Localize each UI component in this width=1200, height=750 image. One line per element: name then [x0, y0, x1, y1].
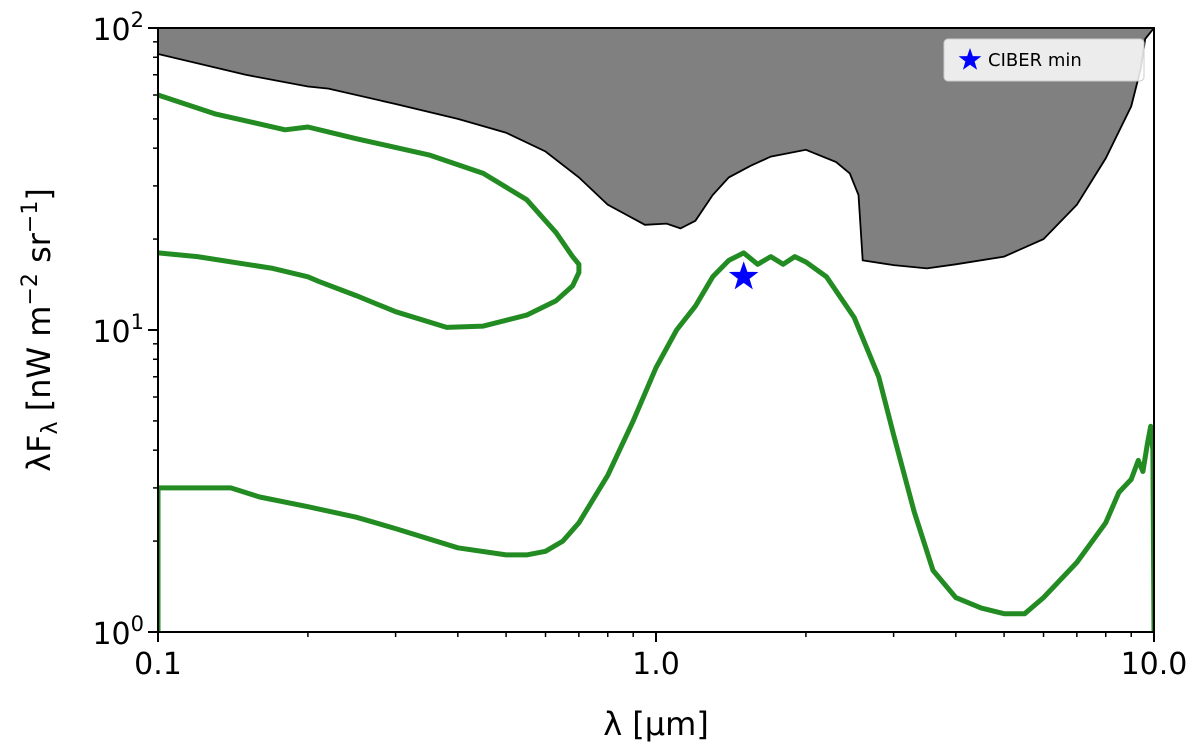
legend-entry-ciber-min: CIBER min: [988, 50, 1082, 71]
y-tick-label: 102: [92, 8, 144, 48]
ciber-min-star-marker: [728, 261, 759, 290]
x-axis-label: λ [µm]: [603, 705, 709, 743]
series-line-1: [158, 250, 1154, 632]
y-label-unit: [nW m: [20, 306, 58, 422]
x-tick-label: 1.0: [632, 647, 680, 682]
y-tick-label: 101: [92, 310, 144, 350]
excluded-region: [158, 28, 1154, 269]
legend-star-marker: [958, 48, 982, 70]
series-line-2: [158, 92, 582, 330]
x-tick-label: 10.0: [1121, 647, 1188, 682]
y-tick-label: 100: [92, 612, 144, 652]
x-axis: 0.1 1.0 10.0: [134, 632, 1187, 682]
legend-box: [943, 38, 1145, 82]
y-axis-label: λFλ [nW m−2 sr−1]: [18, 188, 63, 472]
x-tick-label: 0.1: [134, 647, 182, 682]
y-label-close: ]: [20, 188, 58, 200]
excluded-region-boundary: [158, 28, 1154, 270]
legend: CIBER min: [943, 38, 1145, 82]
legend-star-icon: [958, 48, 982, 70]
y-label-exp2: −1: [18, 201, 43, 233]
y-label-main: λF: [20, 434, 58, 471]
y-label-sub: λ: [38, 421, 63, 434]
y-label-exp1: −2: [18, 273, 43, 305]
y-label-mid: sr: [20, 232, 58, 273]
y-axis: 100 101 102: [92, 8, 158, 652]
plot-area: [158, 28, 1154, 632]
